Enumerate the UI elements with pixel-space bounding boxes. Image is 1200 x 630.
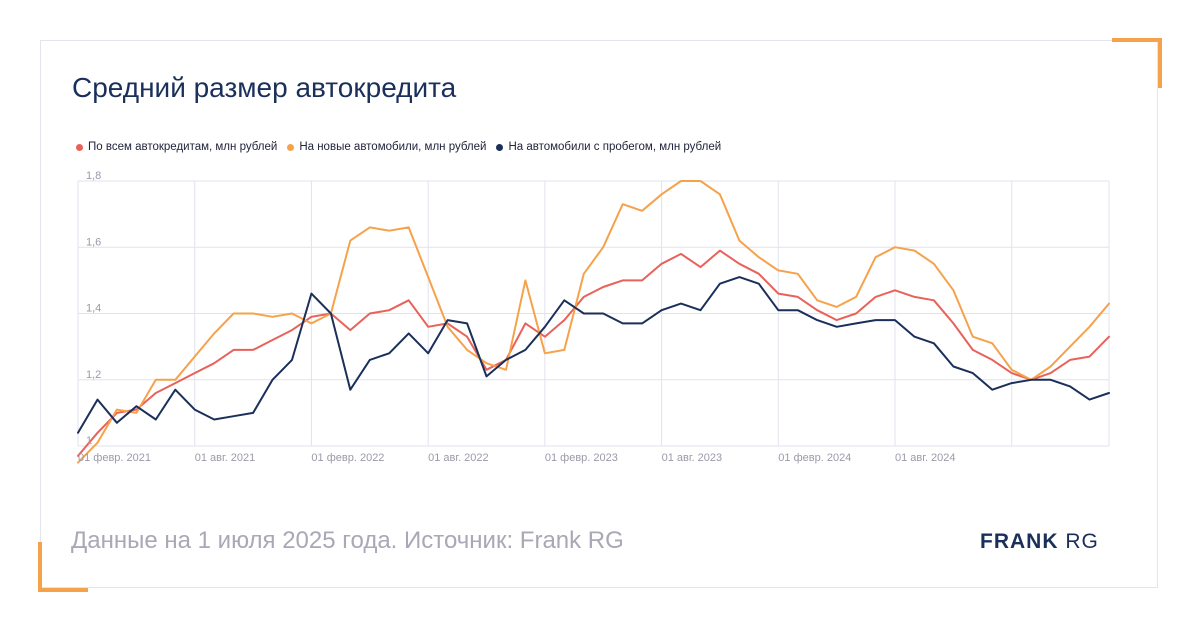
- corner-accent-top-right-vertical: [1158, 38, 1162, 88]
- chart-card: [40, 40, 1158, 588]
- y-tick-label: 1,8: [86, 170, 101, 182]
- source-footnote: Данные на 1 июля 2025 года. Источник: Fr…: [71, 527, 624, 554]
- chart-legend: По всем автокредитам, млн рублей На новы…: [76, 141, 721, 153]
- series-line-all-loans: [77, 249, 1110, 457]
- x-tick-label: 01 февр. 2021: [78, 452, 151, 464]
- x-tick-label: 01 авг. 2023: [662, 452, 723, 464]
- x-tick-label: 01 февр. 2024: [778, 452, 851, 464]
- chart-axis-labels: 1,8 1,6 1,4 1,2 1 01 февр. 2021 01 авг. 2021 01…: [78, 170, 956, 464]
- series-line-used-cars: [77, 276, 1110, 434]
- x-tick-label: 01 авг. 2021: [195, 452, 256, 464]
- corner-accent-top-right-horizontal: [1112, 38, 1162, 42]
- legend-marker-used: [496, 143, 504, 151]
- x-tick-label: 01 авг. 2022: [428, 452, 489, 464]
- legend-item-new: На новые автомобили, млн рублей: [287, 141, 486, 153]
- series-line-new-cars: [77, 180, 1110, 464]
- legend-label-all: По всем автокредитам, млн рублей: [88, 141, 278, 153]
- legend-item-all: По всем автокредитам, млн рублей: [76, 141, 277, 153]
- x-tick-label: 01 авг. 2024: [895, 452, 956, 464]
- logo-text-bold: FRANK: [980, 530, 1059, 553]
- frank-rg-logo: FRANK RG: [980, 530, 1099, 554]
- logo-text-light: RG: [1065, 530, 1099, 553]
- legend-marker-all: [76, 143, 83, 151]
- y-tick-label: 1: [86, 435, 92, 447]
- x-tick-label: 01 февр. 2023: [545, 452, 618, 464]
- corner-accent-bottom-left-horizontal: [38, 588, 88, 592]
- legend-label-used: На автомобили с пробегом, млн рублей: [508, 141, 722, 153]
- chart-lines: [77, 180, 1110, 464]
- y-tick-label: 1,4: [86, 303, 101, 315]
- y-tick-label: 1,6: [86, 236, 101, 248]
- legend-label-new: На новые автомобили, млн рублей: [299, 141, 487, 153]
- y-tick-label: 1,2: [86, 369, 101, 381]
- x-tick-label: 01 февр. 2022: [311, 452, 384, 464]
- corner-accent-bottom-left-vertical: [38, 542, 42, 592]
- legend-item-used: На автомобили с пробегом, млн рублей: [496, 141, 721, 153]
- chart-title: Средний размер автокредита: [72, 72, 457, 103]
- legend-marker-new: [287, 143, 295, 151]
